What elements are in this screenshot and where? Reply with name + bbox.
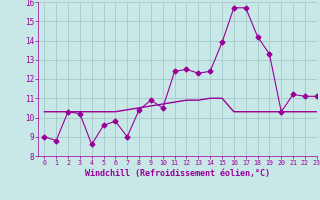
X-axis label: Windchill (Refroidissement éolien,°C): Windchill (Refroidissement éolien,°C) — [85, 169, 270, 178]
